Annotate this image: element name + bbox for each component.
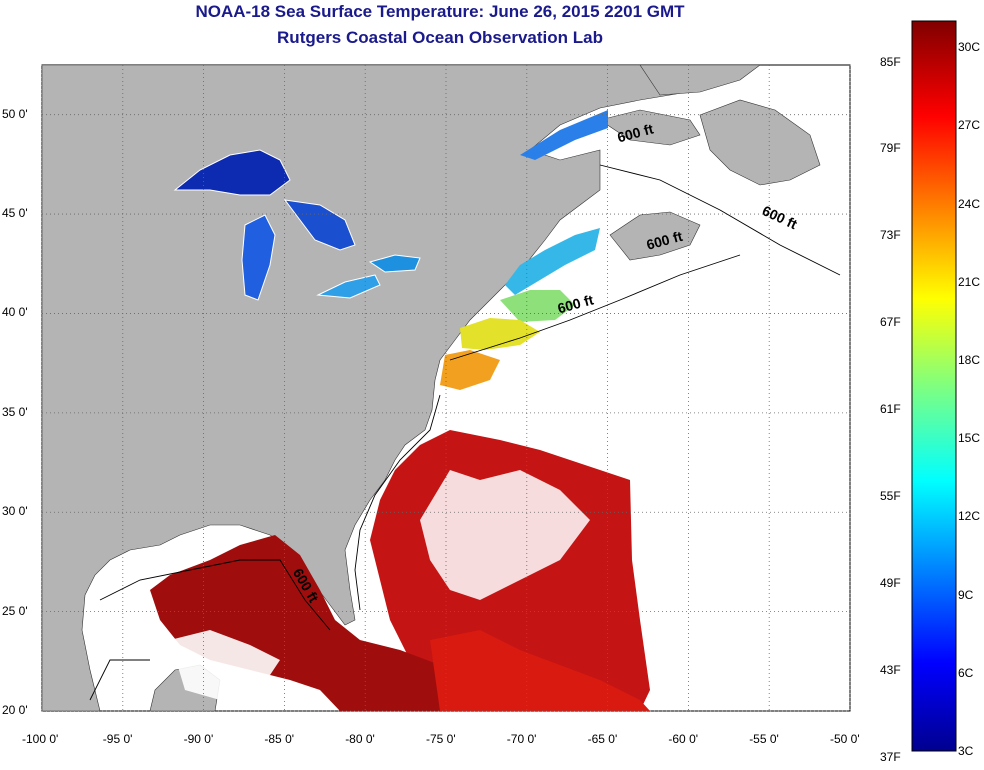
lon-tick-label: -90 0' xyxy=(183,732,214,746)
land-newfoundland xyxy=(699,99,821,186)
lat-tick-label: 35 0' xyxy=(2,404,28,419)
lat-tick-label: 50 0' xyxy=(2,106,28,121)
colorbar-celsius-label: 9C xyxy=(958,587,974,602)
sst-ny-bight xyxy=(460,318,540,350)
colorbar-fahrenheit-label: 73F xyxy=(880,228,901,243)
colorbar-celsius-label: 3C xyxy=(958,744,974,758)
colorbar-celsius-label: 18C xyxy=(958,352,981,367)
lon-tick-label: -80 0' xyxy=(345,732,375,746)
colorbar-fahrenheit-label: 49F xyxy=(880,575,901,590)
colorbar-celsius-label: 21C xyxy=(958,274,981,289)
land-labrador xyxy=(639,65,761,96)
map-title: NOAA-18 Sea Surface Temperature: June 26… xyxy=(195,2,685,21)
lon-tick-label: -65 0' xyxy=(587,732,618,746)
lon-tick-label: -85 0' xyxy=(264,732,295,746)
lon-tick-label: -70 0' xyxy=(506,732,537,746)
lake-michigan xyxy=(241,214,276,301)
isobath-600ft-northeast xyxy=(449,164,841,361)
lon-tick-label: -100 0' xyxy=(22,732,59,746)
land-gaspe xyxy=(599,109,701,146)
land-maritimes xyxy=(609,211,701,261)
colorbar-celsius-label: 24C xyxy=(958,196,981,211)
land-north-america xyxy=(42,65,751,711)
sst-caribbean xyxy=(430,630,650,711)
isobath-600ft-southeast xyxy=(354,394,441,611)
colorbar-fahrenheit-label: 61F xyxy=(880,402,901,417)
colorbar-fahrenheit-label: 67F xyxy=(880,315,901,330)
sst-mid-atlantic xyxy=(440,350,500,390)
lat-tick-label: 20 0' xyxy=(2,703,28,717)
colorbar-celsius-label: 12C xyxy=(958,509,981,524)
sst-gulf-of-mexico xyxy=(150,535,500,711)
lat-tick-label: 30 0' xyxy=(2,504,28,519)
sst-gulf-cloud xyxy=(170,630,280,700)
colorbar-gradient xyxy=(911,20,957,752)
sst-gulf-of-maine xyxy=(505,228,600,295)
colorbar-fahrenheit-label: 79F xyxy=(880,141,901,156)
colorbar-celsius-label: 30C xyxy=(958,40,981,55)
lake-superior xyxy=(173,149,291,196)
colorbar-fahrenheit-label: 55F xyxy=(880,489,901,504)
lon-tick-label: -60 0' xyxy=(668,732,699,746)
colorbar-celsius-label: 6C xyxy=(958,665,974,680)
lon-tick-label: -75 0' xyxy=(426,732,456,746)
lat-tick-label: 40 0' xyxy=(2,305,28,320)
sst-st-lawrence xyxy=(520,110,608,160)
colorbar-fahrenheit-label: 37F xyxy=(880,749,901,764)
colorbar-celsius-label: 15C xyxy=(958,431,981,446)
lake-huron xyxy=(283,199,356,251)
sst-gulf-stream-cloud xyxy=(420,470,590,600)
lake-erie xyxy=(316,274,381,299)
colorbar-fahrenheit-label: 43F xyxy=(880,662,901,677)
colorbar-fahrenheit-label: 85F xyxy=(880,54,901,69)
map-subtitle: Rutgers Coastal Ocean Observation Lab xyxy=(277,28,603,47)
colorbar-celsius-label: 27C xyxy=(958,118,981,133)
lake-ontario xyxy=(368,254,421,273)
sst-southern-new-england xyxy=(500,290,575,322)
isobath-600ft-gulf xyxy=(89,559,331,701)
lon-tick-label: -50 0' xyxy=(830,732,860,746)
lon-tick-label: -55 0' xyxy=(749,732,779,746)
lat-tick-label: 25 0' xyxy=(2,603,28,618)
lat-tick-label: 45 0' xyxy=(2,206,28,221)
lon-tick-label: -95 0' xyxy=(102,732,133,746)
